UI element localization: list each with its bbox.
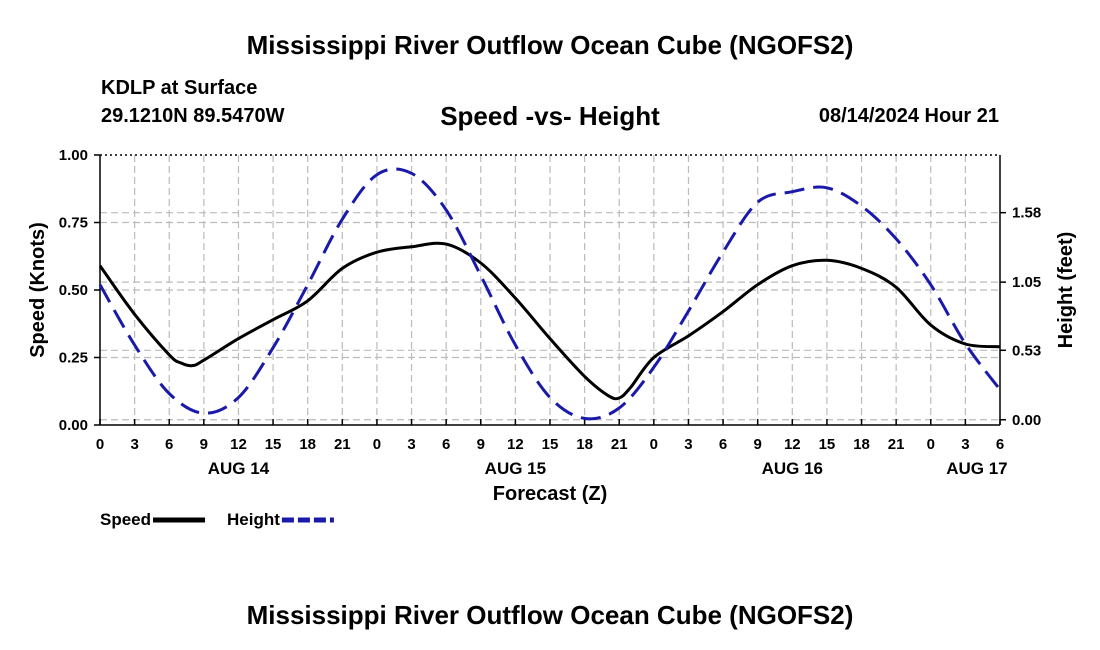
x-tick-label: 18 [299, 436, 316, 453]
chart-title: Speed -vs- Height [440, 101, 660, 131]
x-tick-label: 15 [265, 436, 282, 453]
y-tick-label: 0.75 [59, 215, 88, 232]
forecast-timestamp: 08/14/2024 Hour 21 [818, 105, 999, 127]
x-tick-label: 3 [684, 436, 692, 453]
y-tick-label: 0.25 [59, 350, 88, 367]
x-tick-label: 21 [334, 436, 351, 453]
legend-label: Speed [100, 510, 151, 529]
x-tick-label: 0 [373, 436, 381, 453]
x-tick-label: 3 [130, 436, 138, 453]
x-tick-label: 15 [542, 436, 559, 453]
x-tick-label: 15 [819, 436, 836, 453]
x-tick-label: 6 [442, 436, 450, 453]
y2-tick-label: 0.00 [1012, 412, 1041, 429]
x-tick-label: 12 [507, 436, 524, 453]
y2-axis-title: Height (feet) [1055, 232, 1077, 349]
x-tick-label: 18 [853, 436, 870, 453]
x-tick-label: 9 [477, 436, 485, 453]
x-tick-label: 3 [961, 436, 969, 453]
date-label: AUG 15 [485, 459, 546, 478]
x-tick-label: 0 [96, 436, 104, 453]
y-tick-label: 0.00 [59, 417, 88, 434]
x-tick-label: 21 [611, 436, 628, 453]
speed-series-line [98, 241, 1001, 401]
x-tick-label: 6 [996, 436, 1004, 453]
x-tick-label: 12 [230, 436, 247, 453]
y-axis-title: Speed (Knots) [27, 222, 49, 358]
x-tick-label: 12 [784, 436, 801, 453]
station-label: KDLP at Surface [101, 77, 258, 99]
main-title: Mississippi River Outflow Ocean Cube (NG… [246, 30, 854, 60]
date-label: AUG 17 [946, 459, 1007, 478]
x-tick-label: 9 [754, 436, 762, 453]
x-tick-label: 3 [407, 436, 415, 453]
height-series-line [98, 167, 1002, 421]
footer-title: Mississippi River Outflow Ocean Cube (NG… [246, 600, 854, 630]
y2-tick-label: 0.53 [1012, 342, 1041, 359]
date-label: AUG 14 [208, 459, 270, 478]
y-tick-label: 1.00 [59, 147, 88, 164]
y2-tick-label: 1.58 [1012, 205, 1041, 222]
x-tick-label: 6 [719, 436, 727, 453]
x-axis-title: Forecast (Z) [493, 483, 607, 505]
x-tick-label: 0 [927, 436, 935, 453]
date-label: AUG 16 [762, 459, 823, 478]
legend-label: Height [227, 510, 280, 529]
x-tick-label: 0 [650, 436, 658, 453]
x-tick-label: 6 [165, 436, 173, 453]
y-tick-label: 0.50 [59, 282, 88, 299]
x-tick-label: 9 [200, 436, 208, 453]
x-tick-label: 18 [576, 436, 593, 453]
station-coordinates: 29.1210N 89.5470W [101, 105, 285, 127]
x-tick-label: 21 [888, 436, 905, 453]
y2-tick-label: 1.05 [1012, 274, 1041, 291]
